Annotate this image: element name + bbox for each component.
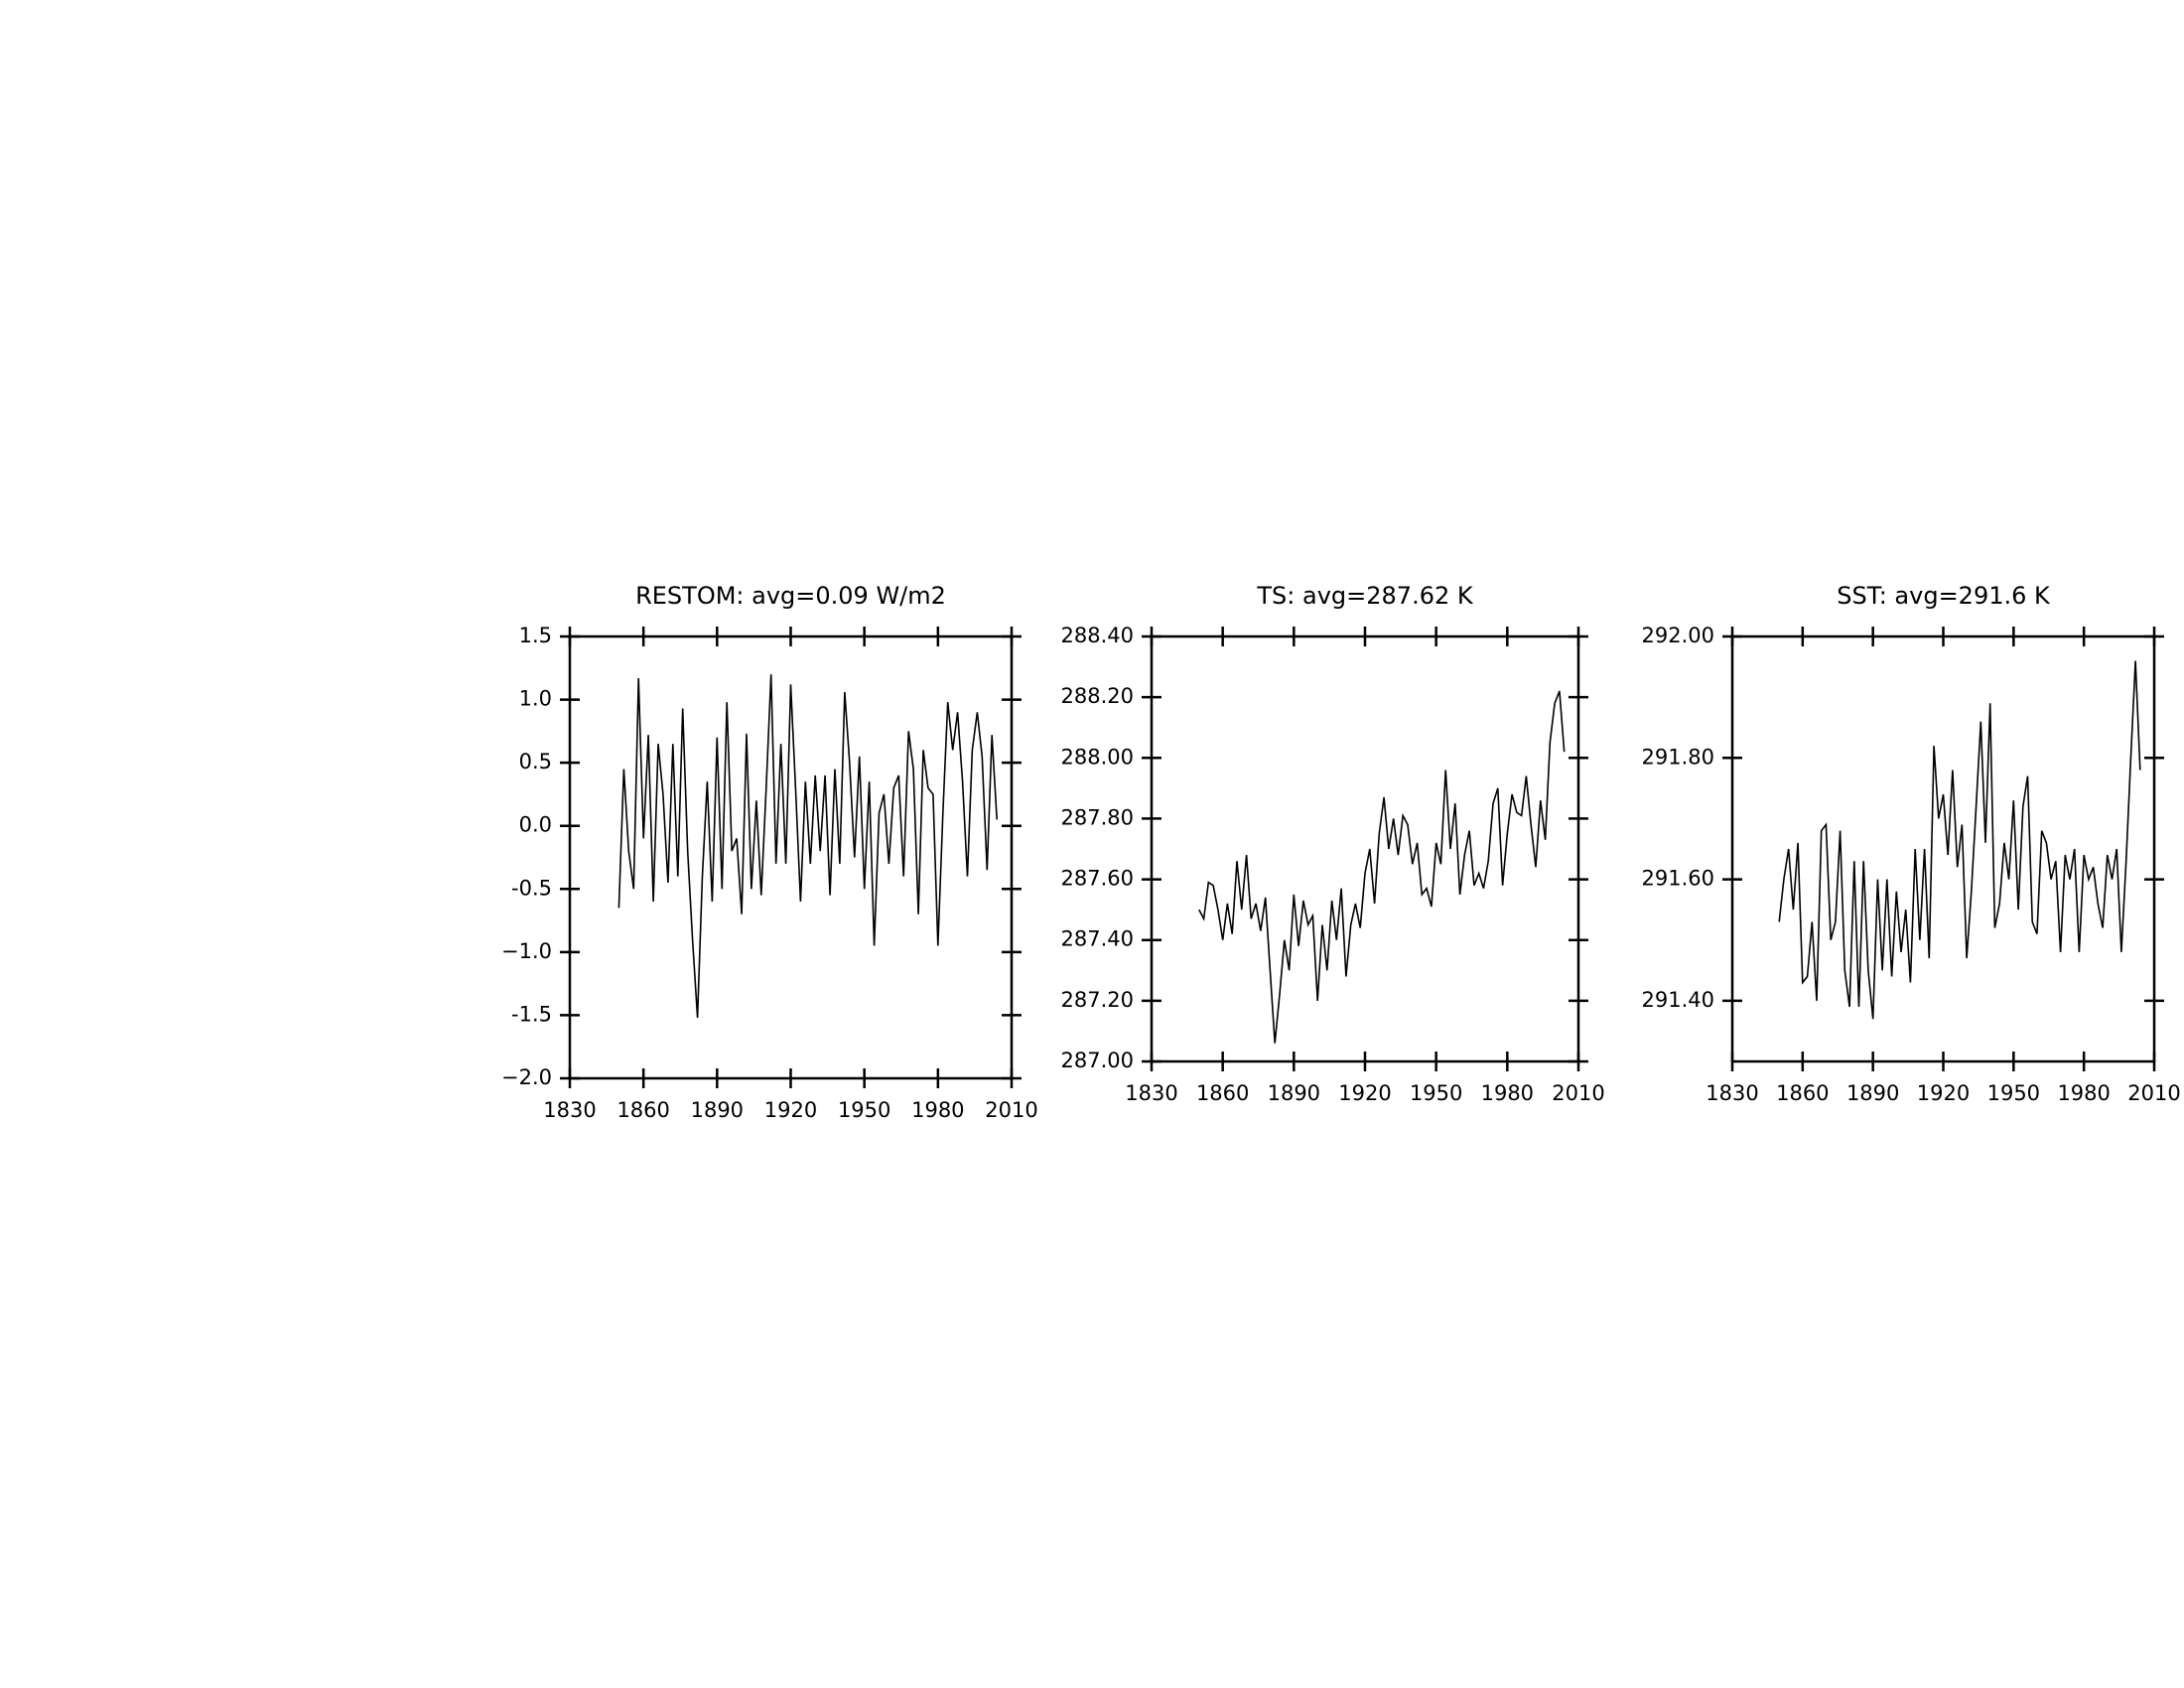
x-tick-label: 1890: [691, 1098, 744, 1122]
y-tick-label: 292.00: [1642, 624, 1714, 647]
y-tick-label: 288.00: [1061, 745, 1134, 769]
y-tick-label: 288.40: [1061, 624, 1134, 647]
y-tick-label: 0.0: [519, 813, 552, 837]
y-tick-label: 0.5: [519, 750, 552, 774]
y-tick-label: 287.40: [1061, 927, 1134, 951]
x-tick-label: 1920: [764, 1098, 817, 1122]
data-line: [617, 674, 998, 1019]
x-tick-label: 1860: [616, 1098, 669, 1122]
y-tick-label: 287.80: [1061, 805, 1134, 829]
y-tick-label: −2.0: [501, 1065, 552, 1089]
y-tick-label: 287.60: [1061, 867, 1134, 891]
chart-title: RESTOM: avg=0.09 W/m2: [635, 582, 946, 610]
x-tick-label: 1890: [1268, 1081, 1320, 1105]
x-tick-label: 1920: [1338, 1081, 1391, 1105]
chart-title: SST: avg=291.6 K: [1837, 582, 2051, 610]
plot-frame: [1730, 634, 2156, 1063]
y-tick-label: 288.20: [1061, 684, 1134, 708]
chart-title: TS: avg=287.62 K: [1256, 582, 1473, 610]
data-line: [1198, 690, 1566, 1044]
y-tick-label: 287.20: [1061, 988, 1134, 1012]
y-tick-label: 291.80: [1642, 745, 1714, 769]
x-tick-label: 2010: [2127, 1081, 2180, 1105]
y-tick-label: 1.0: [519, 687, 552, 711]
x-tick-label: 2010: [1552, 1081, 1604, 1105]
x-tick-label: 1950: [1987, 1081, 2040, 1105]
x-tick-label: 1830: [1125, 1081, 1177, 1105]
x-tick-label: 1980: [1481, 1081, 1534, 1105]
x-tick-label: 1830: [1706, 1081, 1758, 1105]
plot-frame: [1150, 634, 1580, 1063]
x-tick-label: 1950: [838, 1098, 890, 1122]
y-tick-label: 291.40: [1642, 988, 1714, 1012]
x-tick-label: 1980: [911, 1098, 964, 1122]
x-tick-label: 1890: [1846, 1081, 1899, 1105]
data-line: [1778, 660, 2141, 1020]
x-tick-label: 2010: [985, 1098, 1037, 1122]
y-tick-label: 1.5: [519, 624, 552, 647]
x-tick-label: 1830: [543, 1098, 596, 1122]
x-tick-label: 1950: [1410, 1081, 1462, 1105]
y-tick-label: 287.00: [1061, 1049, 1134, 1072]
y-tick-label: −1.0: [501, 939, 552, 963]
x-tick-label: 1920: [1917, 1081, 1970, 1105]
y-tick-label: -0.5: [511, 876, 552, 900]
x-tick-label: 1860: [1196, 1081, 1249, 1105]
y-tick-label: 291.60: [1642, 867, 1714, 891]
x-tick-label: 1860: [1776, 1081, 1829, 1105]
y-tick-label: -1.5: [511, 1002, 552, 1026]
x-tick-label: 1980: [2057, 1081, 2110, 1105]
